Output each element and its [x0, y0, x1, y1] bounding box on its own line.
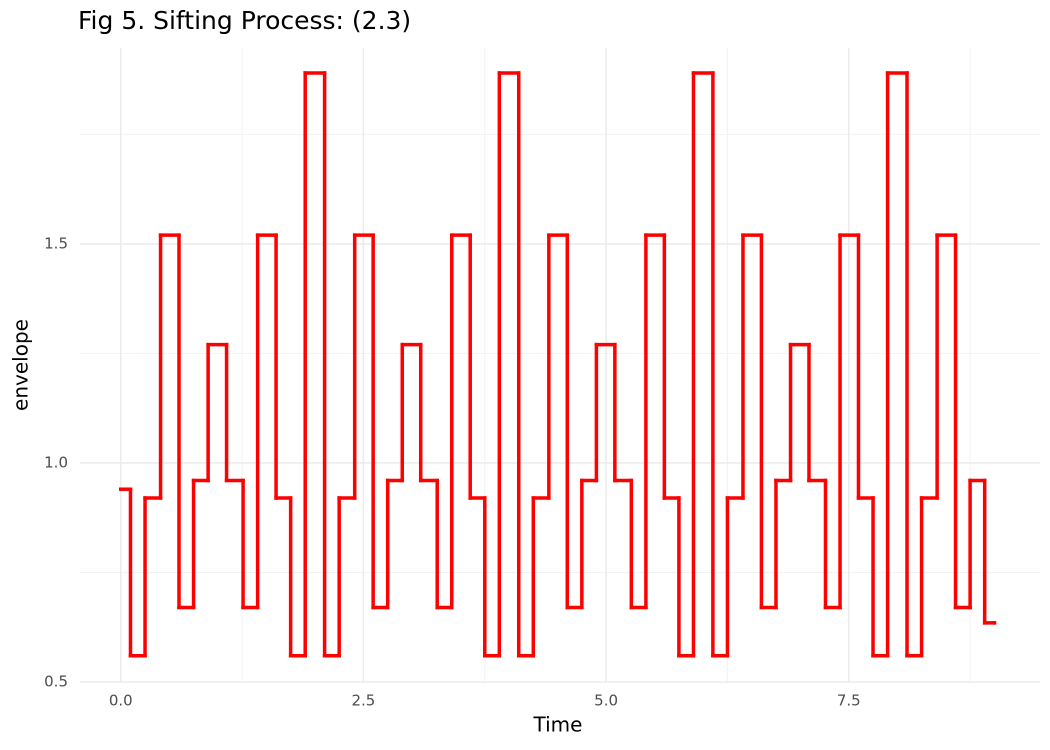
- y-tick-label: 1.5: [44, 234, 68, 252]
- chart-title: Fig 5. Sifting Process: (2.3): [78, 6, 411, 35]
- x-tick-label: 0.0: [109, 692, 133, 710]
- x-tick-label: 2.5: [352, 692, 376, 710]
- y-tick-label: 1.0: [44, 453, 68, 471]
- x-tick-label: 7.5: [837, 692, 861, 710]
- y-axis-title: envelope: [9, 319, 33, 411]
- y-tick-label: 0.5: [44, 673, 68, 691]
- step-end: [992, 621, 997, 625]
- x-tick-label: 5.0: [594, 692, 618, 710]
- x-axis-title: Time: [533, 713, 583, 737]
